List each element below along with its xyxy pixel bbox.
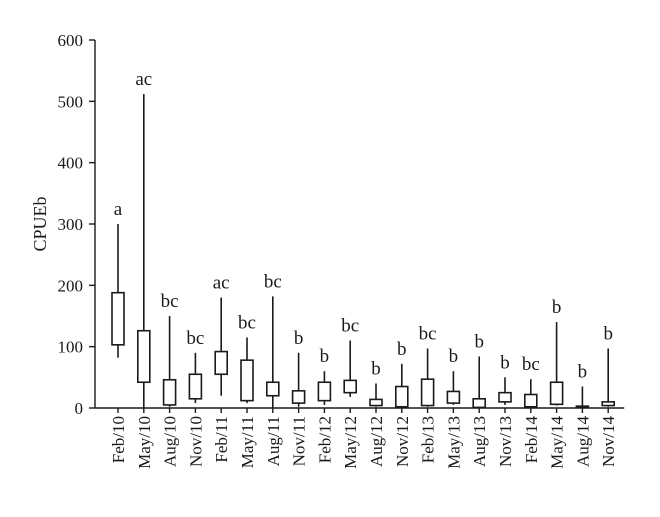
- x-axis: Feb/10 May/10 Aug/10 Nov/10 Feb/11 May/11 Aug/…: [95, 407, 625, 469]
- x-tick-label: Nov/10: [186, 416, 205, 467]
- box-feb-11: ac: [213, 273, 230, 396]
- significance-letter: b: [474, 331, 484, 352]
- significance-letter: bc: [161, 291, 179, 312]
- box-iqr: [291, 390, 306, 404]
- x-tick-label: Feb/10: [109, 416, 128, 463]
- box-iqr: [472, 397, 487, 409]
- significance-letter: bc: [419, 324, 437, 345]
- box-iqr: [162, 378, 177, 406]
- significance-letter: b: [320, 346, 330, 367]
- box-iqr: [137, 329, 151, 384]
- box-nov-13: b: [498, 352, 512, 405]
- x-tick-label: Feb/11: [212, 416, 231, 463]
- x-tick-label: May/14: [548, 416, 567, 469]
- box-iqr: [369, 398, 383, 407]
- box-may-14: b: [549, 297, 564, 406]
- x-tick-label: Aug/14: [573, 416, 592, 468]
- significance-letter: b: [449, 346, 459, 367]
- significance-letter: ac: [213, 273, 230, 294]
- x-tick-label: Nov/13: [496, 416, 515, 467]
- x-tick-label: Nov/14: [599, 416, 618, 468]
- y-tick-label: 0: [75, 399, 84, 418]
- box-feb-14: bc: [522, 354, 540, 408]
- x-tick-label: Aug/11: [264, 416, 283, 466]
- significance-letter: b: [500, 352, 510, 373]
- box-may-12: bc: [341, 316, 359, 397]
- box-nov-12: b: [394, 339, 409, 408]
- box-may-10: ac: [135, 69, 152, 408]
- y-tick-label: 300: [58, 215, 84, 234]
- y-tick-group: 0 100 200 300 400 500 600: [58, 31, 95, 418]
- y-tick-label: 400: [58, 154, 84, 173]
- y-tick-label: 200: [58, 276, 84, 295]
- box-nov-11: b: [291, 328, 306, 407]
- box-nov-14: b: [601, 324, 616, 407]
- y-tick-label: 100: [58, 338, 84, 357]
- box-iqr: [420, 378, 435, 407]
- significance-letter: b: [603, 324, 613, 345]
- significance-letter: b: [578, 362, 588, 383]
- significance-letter: bc: [522, 354, 540, 375]
- x-tick-label: Aug/12: [367, 416, 386, 467]
- box-iqr: [111, 291, 125, 346]
- x-tick-label: May/11: [238, 416, 257, 468]
- significance-letter: bc: [264, 271, 282, 292]
- box-aug-11: bc: [264, 271, 282, 408]
- box-iqr: [446, 390, 461, 404]
- significance-letter: b: [397, 339, 407, 360]
- box-iqr: [549, 381, 564, 406]
- box-iqr: [343, 379, 358, 394]
- box-aug-12: b: [369, 358, 383, 407]
- x-tick-label: May/12: [341, 416, 360, 469]
- box-iqr: [498, 391, 512, 403]
- box-may-11: bc: [238, 312, 256, 404]
- box-iqr: [188, 373, 203, 400]
- box-iqr: [265, 381, 280, 397]
- y-tick-label: 500: [58, 92, 84, 111]
- significance-letter: b: [371, 358, 381, 379]
- x-tick-label: Feb/13: [419, 416, 438, 463]
- box-iqr: [394, 385, 409, 408]
- significance-letter: bc: [186, 328, 204, 349]
- x-tick-label: Feb/12: [315, 416, 334, 463]
- significance-letter: b: [294, 328, 304, 349]
- box-aug-14: b: [575, 362, 590, 409]
- significance-letter: a: [114, 199, 123, 220]
- box-iqr: [523, 393, 538, 408]
- y-tick-label: 600: [58, 31, 84, 50]
- box-feb-13: bc: [419, 324, 437, 407]
- significance-letter: bc: [238, 312, 256, 333]
- x-tick-label: Aug/13: [470, 416, 489, 467]
- box-iqr: [240, 359, 254, 402]
- x-tick-label: Nov/11: [290, 416, 309, 466]
- y-axis: 0 100 200 300 400 500 600: [58, 31, 96, 418]
- box-iqr: [575, 405, 590, 409]
- significance-letter: bc: [341, 316, 359, 337]
- x-tick-label: Feb/14: [522, 416, 541, 464]
- significance-letter: b: [552, 297, 562, 318]
- x-tick-label: May/10: [135, 416, 154, 469]
- box-feb-10: a: [111, 199, 125, 358]
- x-tick-label: Nov/12: [393, 416, 412, 467]
- significance-letter: ac: [135, 69, 152, 90]
- box-feb-12: b: [317, 346, 332, 405]
- x-tick-group: Feb/10 May/10 Aug/10 Nov/10 Feb/11 May/11 Aug/…: [109, 408, 618, 469]
- box-iqr: [214, 350, 228, 376]
- box-aug-13: b: [472, 331, 487, 409]
- box-aug-10: bc: [161, 291, 179, 407]
- box-may-13: b: [446, 346, 461, 405]
- box-iqr: [601, 401, 616, 407]
- x-tick-label: Aug/10: [161, 416, 180, 467]
- box-iqr: [317, 381, 332, 402]
- box-nov-10: bc: [186, 328, 204, 404]
- x-tick-label: May/13: [444, 416, 463, 469]
- y-axis-label: CPUEb: [30, 196, 50, 251]
